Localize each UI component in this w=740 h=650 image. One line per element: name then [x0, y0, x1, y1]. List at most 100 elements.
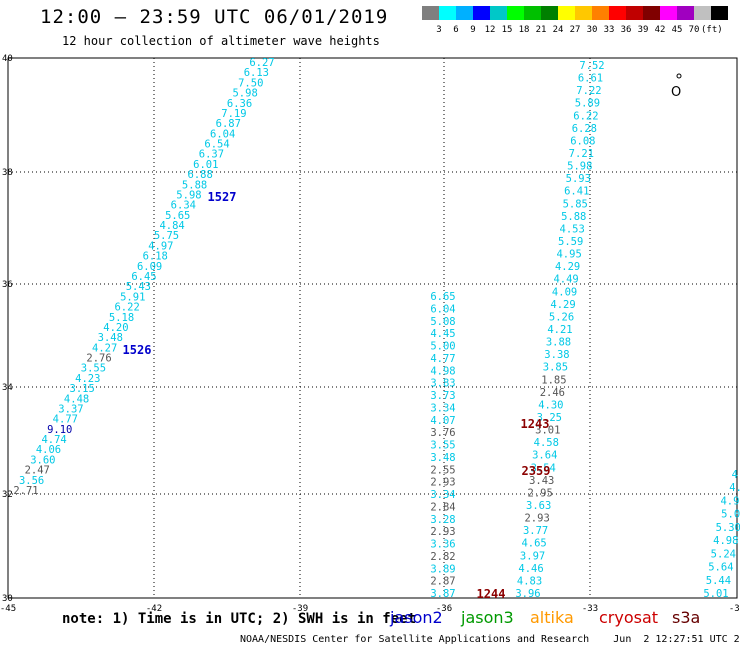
wave-height-label: 7.21 [569, 148, 594, 160]
wave-height-label: 3.54 [531, 462, 556, 474]
wave-height-label: 5.24 [711, 548, 736, 560]
wave-height-label: 4.95 [556, 249, 581, 261]
wave-height-label: 4.96 [720, 495, 740, 507]
x-tick-label: -30 [729, 604, 740, 614]
scale-label: 18 [518, 25, 530, 35]
map-title: 12:00 – 23:59 UTC 06/01/2019 [40, 6, 389, 28]
scale-swatch [609, 6, 626, 20]
wave-height-label: 3.37 [58, 403, 83, 415]
wave-height-label: 3.87 [430, 588, 455, 600]
wave-height-label: 3.85 [543, 362, 568, 374]
wave-height-label: 3.01 [535, 425, 560, 437]
wave-height-label: 5.88 [561, 211, 586, 223]
wave-height-label: 6.61 [578, 73, 603, 85]
pass-time-label: 1244 [477, 587, 506, 601]
wave-height-label: 4.06 [36, 444, 61, 456]
wave-height-label: 4. [729, 482, 740, 494]
y-tick-label: 30 [2, 594, 13, 604]
wave-height-label: 5.43 [126, 281, 151, 293]
track-t1525: 6.276.137.505.986.367.196.876.046.546.37… [13, 57, 274, 497]
scale-swatch [643, 6, 660, 20]
wave-height-label: 2.93 [430, 477, 455, 489]
wave-height-label: 5.98 [176, 189, 201, 201]
wave-height-label: 3.25 [537, 412, 562, 424]
wave-height-label: 4.21 [547, 324, 572, 336]
wave-height-label: 5.0 [721, 509, 740, 521]
wave-height-label: 4.29 [555, 261, 580, 273]
wave-height-label: 3.34 [430, 402, 455, 414]
y-tick-label: 40 [2, 54, 13, 64]
scale-label: 45 [671, 25, 683, 35]
scale-swatch [660, 6, 677, 20]
satellite-jason2: jason2 [390, 608, 443, 627]
wave-height-label: 6.01 [193, 159, 218, 171]
wave-height-label: 5.44 [706, 575, 731, 587]
y-tick-label: 38 [2, 168, 13, 178]
wave-height-label: 3.63 [526, 500, 551, 512]
wave-height-label: 3.97 [520, 550, 545, 562]
wave-height-label: 5.88 [182, 179, 207, 191]
scale-label: 24 [552, 25, 564, 35]
wave-height-label: 2.47 [25, 465, 50, 477]
footer-credit: NOAA/NESDIS Center for Satellite Applica… [240, 634, 740, 645]
wave-height-label: 3.43 [529, 475, 554, 487]
scale-label: 9 [470, 25, 476, 35]
island-dot [676, 73, 682, 79]
wave-height-label: 2.71 [13, 485, 38, 497]
wave-height-label: 6.22 [573, 110, 598, 122]
wave-height-label: 5.00 [430, 341, 455, 353]
wave-height-label: 2.93 [524, 513, 549, 525]
wave-height-label: 5.98 [232, 88, 257, 100]
wave-height-label: 4.74 [41, 434, 66, 446]
wave-height-label: 6.87 [216, 118, 241, 130]
wave-height-label: 7.50 [238, 77, 263, 89]
island-mark: O [671, 85, 681, 100]
wave-height-label: 5.26 [549, 311, 574, 323]
wave-height-label: 2.87 [430, 576, 455, 588]
note-text: note: 1) Time is in UTC; 2) SWH is in fe… [62, 611, 417, 627]
x-tick-label: -42 [146, 604, 162, 614]
wave-height-label: 6.54 [204, 139, 229, 151]
satellite-altika: altika [530, 608, 574, 627]
satellite-cryosat: cryosat [599, 608, 659, 627]
wave-height-label: 6.09 [137, 261, 162, 273]
scale-label: 15 [501, 25, 513, 35]
satellite-jason3: jason3 [461, 608, 514, 627]
wave-height-label: 6.41 [564, 186, 589, 198]
scale-swatch [507, 6, 524, 20]
wave-height-label: 5.98 [567, 161, 592, 173]
wave-height-label: 4.30 [538, 399, 563, 411]
y-tick-label: 32 [2, 490, 13, 500]
wave-height-label: 4.46 [518, 563, 543, 575]
wave-height-label: 4.98 [430, 365, 455, 377]
scale-label: 39 [637, 25, 649, 35]
wave-height-label: 3.56 [19, 475, 44, 487]
wave-height-label: 3.88 [546, 337, 571, 349]
wave-height-label: 6.18 [143, 251, 168, 263]
scale-label: 6 [453, 25, 459, 35]
wave-height-label: 3.48 [98, 332, 123, 344]
pass-time-label: 1527 [208, 190, 237, 204]
scale-label: 33 [603, 25, 615, 35]
track-t1243: 6.656.045.084.455.004.774.983.833.733.34… [430, 291, 455, 600]
scale-swatch [711, 6, 728, 20]
scale-label: 70 [688, 25, 700, 35]
wave-height-label: 5.75 [154, 230, 179, 242]
wave-height-label: 9.10 [47, 424, 72, 436]
wave-height-label: 4.58 [534, 437, 559, 449]
wave-height-label: 3.36 [430, 539, 455, 551]
wave-height-label: 4.23 [75, 373, 100, 385]
wave-height-label: 4.27 [92, 342, 117, 354]
scale-label: 21 [535, 25, 547, 35]
wave-height-label: 6.45 [131, 271, 156, 283]
scale-label: 3 [436, 25, 442, 35]
wave-height-label: 2.93 [430, 526, 455, 538]
wave-height-label: 1.85 [541, 374, 566, 386]
wave-height-label: 3.83 [430, 378, 455, 390]
x-tick-label: -39 [292, 604, 308, 614]
track-t2358: 4.4.4.965.05.304.985.245.645.445.01 [703, 469, 740, 600]
wave-height-label: 6.34 [171, 200, 196, 212]
wave-height-label: 5.91 [120, 291, 145, 303]
pass-time-label: 1243 [521, 417, 550, 431]
wave-height-label: 5.18 [109, 312, 134, 324]
